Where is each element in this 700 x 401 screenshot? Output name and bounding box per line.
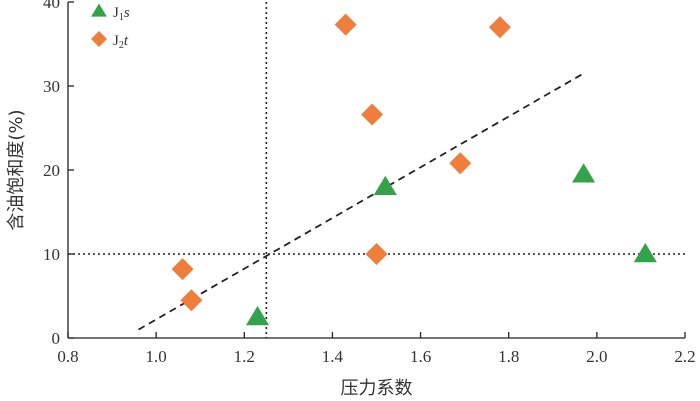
diamond-point <box>365 243 388 265</box>
x-tick-label: 2.2 <box>674 347 695 366</box>
y-tick-label: 40 <box>43 0 60 12</box>
y-tick-label: 30 <box>43 77 60 96</box>
triangle-point <box>572 163 596 183</box>
diamond-point <box>180 289 203 312</box>
x-tick-label: 0.8 <box>57 347 78 366</box>
diamond-point <box>488 16 511 39</box>
x-axis-ticks: 0.8 1.0 1.2 1.4 1.6 1.8 2.0 2.2 <box>57 332 696 366</box>
trend-line <box>138 72 585 331</box>
triangle-point <box>633 243 657 263</box>
legend-diamond-marker <box>91 31 107 47</box>
diamond-point <box>334 13 357 36</box>
x-tick-label: 2.0 <box>586 347 607 366</box>
triangle-point <box>373 175 397 196</box>
y-axis-title: 含油饱和度(%) <box>6 109 27 230</box>
legend-label: J1s <box>113 5 130 23</box>
x-tick-label: 1.2 <box>234 347 255 366</box>
x-tick-label: 1.0 <box>146 347 167 366</box>
y-tick-label: 20 <box>43 161 60 180</box>
diamond-point <box>171 258 194 281</box>
y-tick-label: 10 <box>43 245 60 264</box>
reference-lines <box>68 2 685 338</box>
x-tick-label: 1.4 <box>322 347 344 366</box>
triangle-point <box>245 306 270 326</box>
y-axis-ticks: 0 10 20 30 40 <box>43 0 74 348</box>
diamond-point <box>361 103 384 126</box>
diamond-point <box>449 152 472 175</box>
y-tick-label: 0 <box>52 329 61 348</box>
axes: 0.8 1.0 1.2 1.4 1.6 1.8 2.0 2.2 0 10 20 30 40 <box>43 0 696 366</box>
x-tick-label: 1.6 <box>410 347 431 366</box>
data-points <box>171 13 657 326</box>
legend-triangle-marker <box>91 3 107 17</box>
legend-label: J2t <box>113 33 129 51</box>
x-tick-label: 1.8 <box>498 347 519 366</box>
x-axis-title: 压力系数 <box>341 378 413 399</box>
legend: J1s J2t <box>91 3 130 51</box>
